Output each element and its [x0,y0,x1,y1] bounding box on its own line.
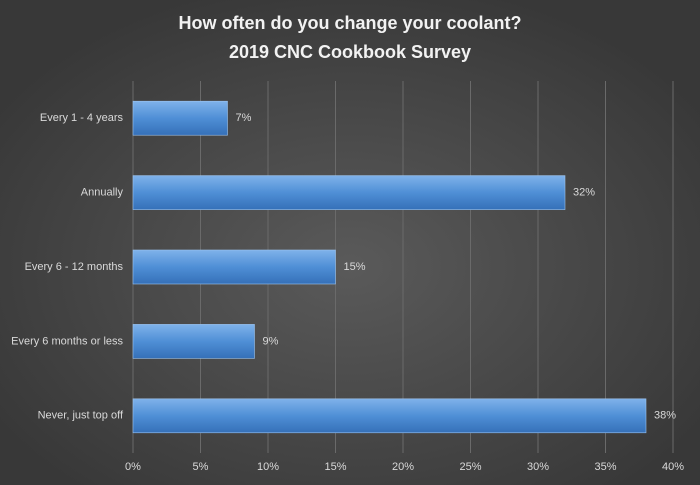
y-tick-label: Every 6 months or less [11,335,123,347]
y-tick-label: Every 1 - 4 years [40,112,124,124]
x-tick-label: 5% [193,461,209,473]
x-tick-label: 15% [324,461,346,473]
chart-subtitle: 2019 CNC Cookbook Survey [229,42,471,62]
x-tick-label: 20% [392,461,414,473]
x-tick-label: 30% [527,461,549,473]
data-label: 38% [654,410,676,422]
data-label: 7% [236,112,252,124]
data-label: 9% [263,335,279,347]
y-tick-label: Never, just top off [38,410,124,422]
data-label: 15% [344,261,366,273]
bar [132,100,228,136]
bar [132,398,647,434]
x-tick-label: 0% [125,461,141,473]
chart-title: How often do you change your coolant? [178,13,521,33]
bar [132,324,255,359]
y-tick-label: Annually [81,187,124,199]
bar [132,249,336,285]
data-label: 32% [573,187,595,199]
x-tick-label: 10% [257,461,279,473]
x-tick-label: 40% [662,461,684,473]
x-tick-label: 25% [459,461,481,473]
y-tick-label: Every 6 - 12 months [25,261,124,273]
x-tick-label: 35% [594,461,616,473]
bar [132,175,566,210]
